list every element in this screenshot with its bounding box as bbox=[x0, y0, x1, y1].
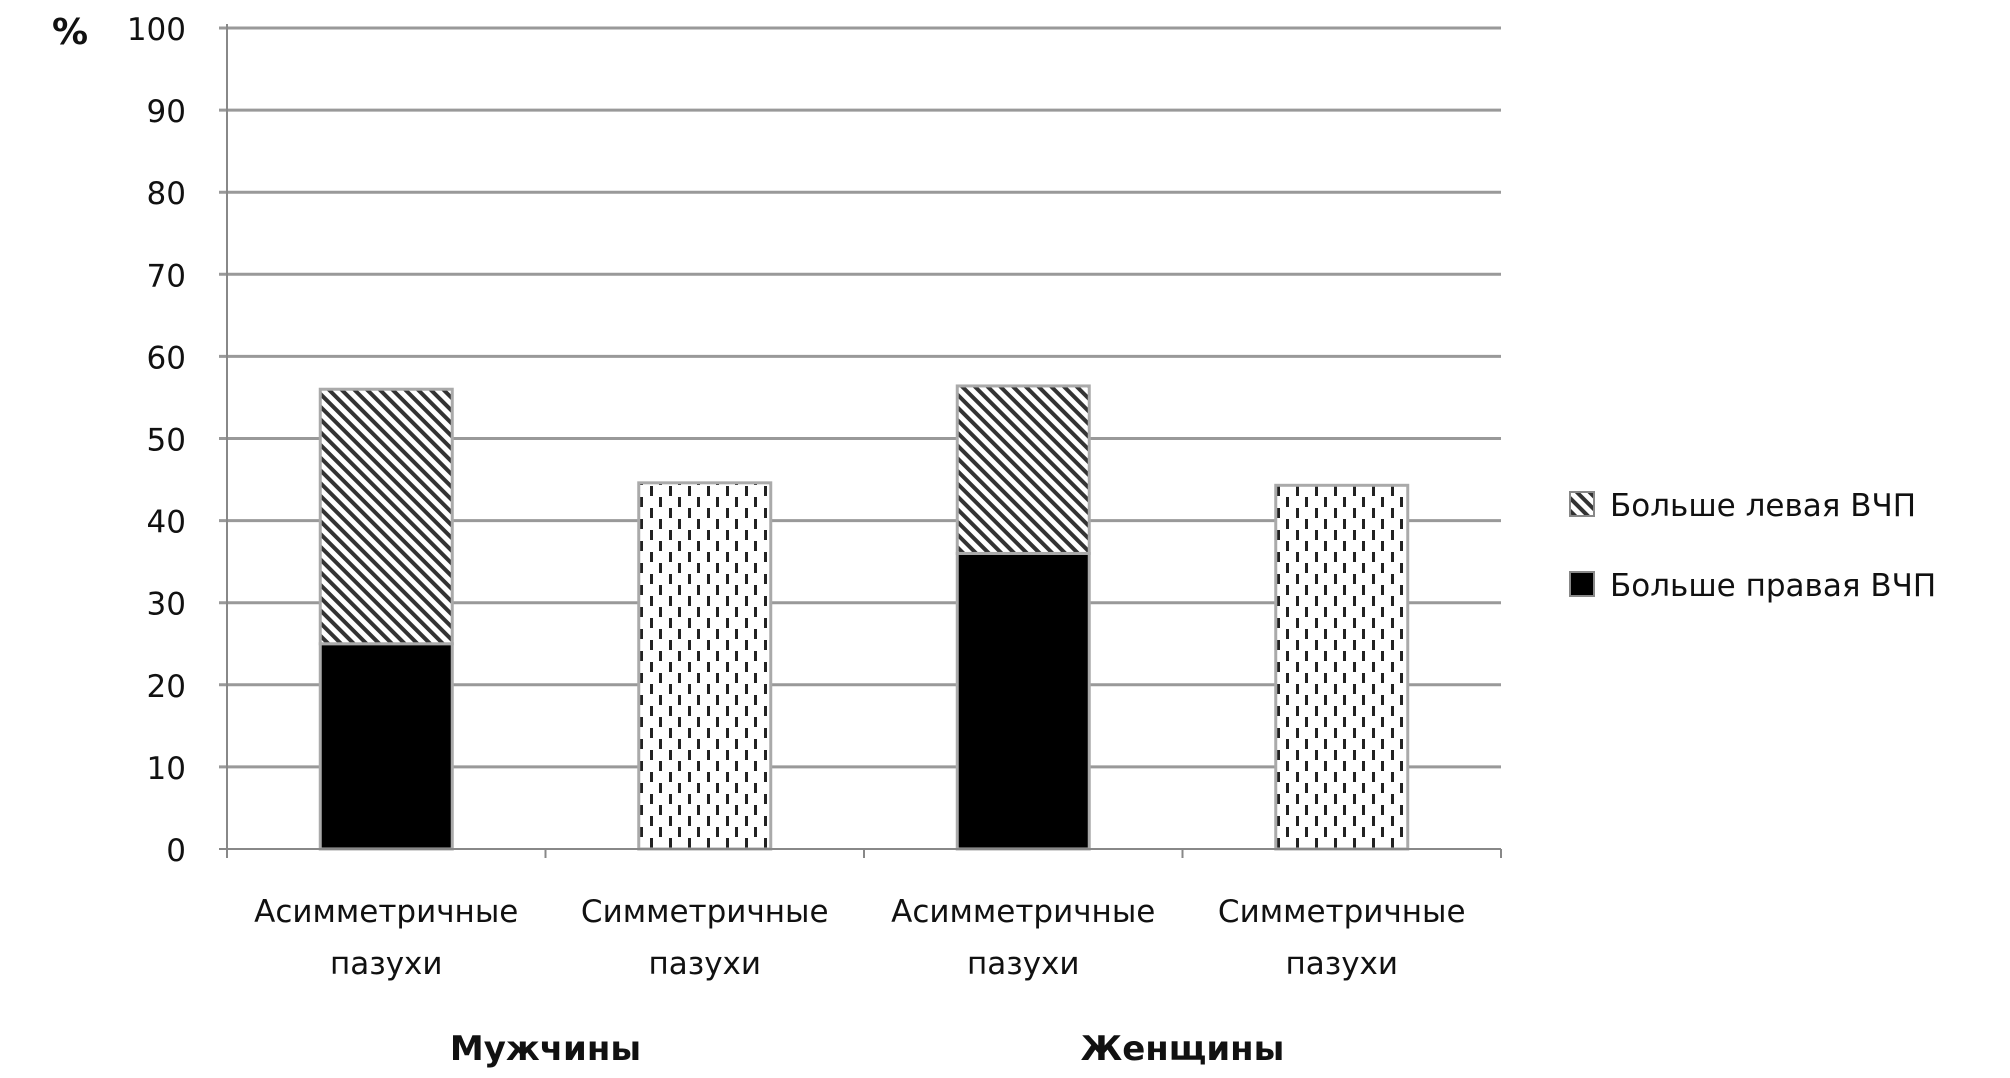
bar-segment bbox=[318, 387, 454, 646]
x-category-label: Симметричные bbox=[1218, 894, 1466, 930]
legend-label: Больше левая ВЧП bbox=[1610, 488, 1916, 524]
y-tick-label: 20 bbox=[147, 669, 186, 705]
y-tick-label: 60 bbox=[147, 340, 186, 376]
x-category-label: Симметричные bbox=[581, 894, 829, 930]
group-label: Мужчины bbox=[450, 1029, 641, 1069]
y-tick-label: 40 bbox=[147, 505, 186, 541]
x-category-label: пазухи bbox=[648, 946, 761, 982]
bar-segment bbox=[637, 481, 773, 851]
x-category-label: пазухи bbox=[330, 946, 443, 982]
legend-swatch bbox=[1569, 571, 1595, 597]
bar-segment bbox=[955, 384, 1091, 555]
bar-segment bbox=[318, 642, 454, 851]
x-category-label: Асимметричные bbox=[891, 894, 1155, 930]
y-tick-label: 70 bbox=[147, 258, 186, 294]
x-category-label: Асимметричные bbox=[254, 894, 518, 930]
y-tick-label: 90 bbox=[147, 94, 186, 130]
y-tick-label: 10 bbox=[147, 751, 186, 787]
legend-swatch bbox=[1569, 491, 1595, 517]
x-category-label: пазухи bbox=[1285, 946, 1398, 982]
x-category-label: пазухи bbox=[967, 946, 1080, 982]
y-tick-label: 0 bbox=[166, 833, 186, 869]
y-tick-label: 80 bbox=[147, 176, 186, 212]
legend-label: Больше правая ВЧП bbox=[1610, 568, 1936, 604]
y-tick-label: 30 bbox=[147, 587, 186, 623]
y-tick-label: 100 bbox=[127, 12, 186, 48]
bar-segment bbox=[955, 551, 1091, 851]
y-axis-label: % bbox=[52, 12, 88, 53]
y-tick-label: 50 bbox=[147, 423, 186, 459]
group-label: Женщины bbox=[1081, 1029, 1285, 1069]
bar-segment bbox=[1274, 483, 1410, 851]
